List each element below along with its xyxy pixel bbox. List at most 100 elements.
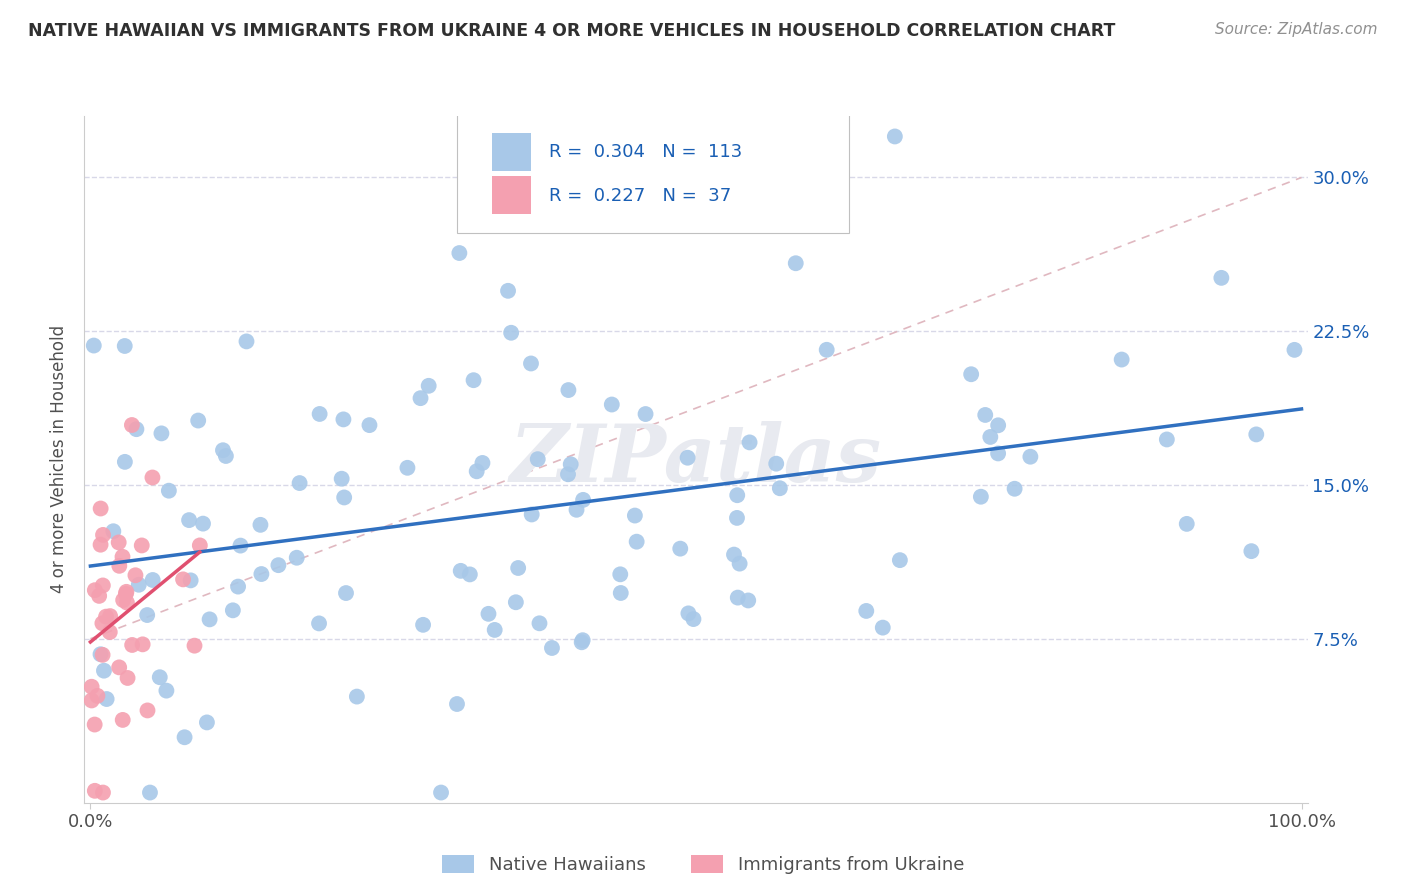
Point: [409, 391, 432, 405]
Point: [418, 379, 440, 393]
Point: [446, 697, 468, 711]
Point: [738, 435, 761, 450]
Point: [458, 567, 481, 582]
Point: [308, 616, 330, 631]
Point: [195, 715, 218, 730]
Point: [505, 595, 527, 609]
Point: [450, 564, 472, 578]
Point: [149, 670, 172, 684]
Point: [98, 625, 121, 640]
Point: [769, 481, 792, 495]
Point: [80, 680, 103, 694]
Point: [737, 593, 759, 607]
Point: [330, 472, 353, 486]
Point: [449, 246, 471, 260]
Point: [477, 607, 499, 621]
Point: [346, 690, 368, 704]
Point: [308, 407, 330, 421]
Point: [83, 583, 105, 598]
Point: [412, 617, 434, 632]
Point: [557, 383, 579, 397]
Point: [150, 426, 173, 441]
FancyBboxPatch shape: [492, 177, 531, 214]
Point: [187, 413, 209, 427]
Point: [883, 129, 905, 144]
Text: Source: ZipAtlas.com: Source: ZipAtlas.com: [1215, 22, 1378, 37]
Point: [571, 635, 593, 649]
Point: [117, 671, 139, 685]
Point: [222, 603, 245, 617]
Point: [226, 580, 249, 594]
Point: [86, 689, 108, 703]
Point: [785, 256, 807, 270]
Point: [669, 541, 692, 556]
Point: [91, 648, 114, 662]
Point: [855, 604, 877, 618]
Point: [83, 717, 105, 731]
Point: [332, 412, 354, 426]
Point: [565, 503, 588, 517]
Point: [987, 446, 1010, 460]
Point: [128, 578, 150, 592]
Point: [970, 490, 993, 504]
Point: [974, 408, 997, 422]
Text: NATIVE HAWAIIAN VS IMMIGRANTS FROM UKRAINE 4 OR MORE VEHICLES IN HOUSEHOLD CORRE: NATIVE HAWAIIAN VS IMMIGRANTS FROM UKRAI…: [28, 22, 1115, 40]
Point: [157, 483, 180, 498]
Legend: Native Hawaiians, Immigrants from Ukraine: Native Hawaiians, Immigrants from Ukrain…: [441, 855, 965, 874]
Point: [484, 623, 506, 637]
Point: [136, 703, 159, 717]
Point: [121, 638, 143, 652]
Point: [111, 549, 134, 564]
Point: [979, 430, 1001, 444]
Point: [765, 457, 787, 471]
Point: [285, 550, 308, 565]
Text: R =  0.227   N =  37: R = 0.227 N = 37: [550, 187, 731, 205]
Point: [288, 476, 311, 491]
Point: [177, 513, 200, 527]
Point: [987, 418, 1010, 433]
Point: [501, 326, 523, 340]
Point: [89, 589, 111, 603]
Point: [508, 561, 530, 575]
Point: [1246, 427, 1268, 442]
Point: [333, 491, 356, 505]
Point: [115, 584, 138, 599]
Point: [111, 713, 134, 727]
Point: [335, 586, 357, 600]
Point: [83, 338, 105, 352]
Point: [678, 607, 700, 621]
Point: [520, 508, 543, 522]
Point: [91, 578, 114, 592]
Point: [676, 450, 699, 465]
Point: [792, 147, 814, 161]
Point: [723, 548, 745, 562]
Point: [541, 640, 564, 655]
Point: [188, 538, 211, 552]
Point: [557, 467, 579, 482]
Point: [212, 443, 235, 458]
Point: [114, 339, 136, 353]
Point: [136, 608, 159, 623]
Point: [465, 464, 488, 478]
Point: [725, 488, 748, 502]
Point: [560, 457, 582, 471]
Point: [131, 637, 153, 651]
Point: [94, 609, 117, 624]
Point: [250, 567, 273, 582]
Point: [91, 528, 114, 542]
Point: [1284, 343, 1306, 357]
Point: [725, 511, 748, 525]
Point: [103, 524, 125, 539]
Y-axis label: 4 or more Vehicles in Household: 4 or more Vehicles in Household: [51, 326, 69, 593]
Point: [139, 786, 162, 800]
Point: [471, 456, 494, 470]
Point: [125, 422, 148, 436]
Point: [728, 557, 751, 571]
Point: [626, 534, 648, 549]
Point: [115, 596, 138, 610]
Point: [430, 786, 453, 800]
Point: [80, 693, 103, 707]
Point: [1156, 433, 1178, 447]
Point: [889, 553, 911, 567]
Point: [610, 586, 633, 600]
